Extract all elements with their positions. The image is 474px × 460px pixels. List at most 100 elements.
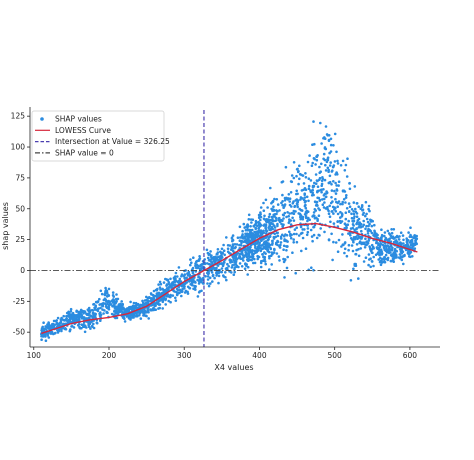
shap-point <box>352 267 355 271</box>
shap-point <box>344 196 348 199</box>
shap-point <box>307 199 310 203</box>
legend-box <box>31 110 165 162</box>
shap-point <box>134 304 138 308</box>
shap-point <box>94 304 97 307</box>
top-margin <box>0 0 474 102</box>
shap-point <box>283 203 287 206</box>
shap-point <box>309 228 313 232</box>
shap-point <box>304 172 307 175</box>
shap-point <box>335 184 338 187</box>
shap-point <box>303 204 307 208</box>
shap-point <box>291 216 294 220</box>
shap-point <box>384 253 388 257</box>
shap-point <box>92 303 95 306</box>
shap-point <box>328 204 332 208</box>
shap-point <box>271 252 274 256</box>
shap-point <box>246 223 249 226</box>
shap-point <box>230 266 234 269</box>
shap-point <box>181 285 185 288</box>
shap-point <box>328 215 332 218</box>
shap-point <box>249 218 253 221</box>
shap-point <box>336 212 340 216</box>
shap-point <box>244 232 247 236</box>
shap-point <box>245 255 249 259</box>
shap-point <box>284 165 288 169</box>
shap-point <box>238 243 241 247</box>
shap-point <box>349 279 353 282</box>
shap-point <box>254 222 258 225</box>
y-axis-label: shap values <box>1 202 10 250</box>
shap-point <box>258 222 262 225</box>
shap-point <box>312 120 315 123</box>
shap-point <box>271 241 274 245</box>
shap-point <box>178 280 182 283</box>
shap-point <box>345 175 349 178</box>
shap-point <box>209 282 212 285</box>
shap-point <box>256 257 260 261</box>
shap-point <box>104 303 108 306</box>
shap-point <box>341 202 344 206</box>
shap-point <box>47 326 50 330</box>
shap-point <box>184 282 187 285</box>
shap-point <box>337 200 341 203</box>
shap-point <box>273 248 276 252</box>
shap-point <box>303 213 307 216</box>
shap-point <box>348 181 351 185</box>
shap-point <box>248 251 251 254</box>
shap-point <box>151 293 155 297</box>
shap-point <box>182 274 186 278</box>
shap-point <box>296 167 299 171</box>
shap-point <box>128 305 131 309</box>
shap-point <box>285 266 289 270</box>
shap-point <box>174 299 178 302</box>
shap-point <box>310 164 314 167</box>
shap-point <box>59 318 63 321</box>
shap-point <box>392 240 396 244</box>
shap-point <box>392 254 396 257</box>
shap-point <box>49 326 52 330</box>
shap-point <box>275 198 279 201</box>
shap-point <box>322 152 326 156</box>
shap-point <box>201 279 204 282</box>
shap-point <box>285 215 288 219</box>
shap-point <box>189 263 192 267</box>
shap-point <box>295 232 298 236</box>
y-tick-label: 125 <box>11 112 26 121</box>
shap-point <box>238 262 242 265</box>
shap-point <box>211 273 215 277</box>
right-margin <box>443 102 474 377</box>
shap-point <box>340 215 344 218</box>
shap-point <box>289 234 292 237</box>
shap-point <box>317 214 321 217</box>
shap-point <box>394 253 398 256</box>
shap-point <box>228 244 232 247</box>
shap-point <box>40 334 43 338</box>
shap-point <box>280 180 284 184</box>
shap-point <box>304 176 308 179</box>
shap-point <box>313 157 316 161</box>
shap-point <box>336 250 340 253</box>
shap-point <box>309 179 313 182</box>
shap-point <box>242 259 245 262</box>
shap-point <box>231 234 235 237</box>
shap-point <box>222 274 225 277</box>
shap-point <box>387 245 391 248</box>
shap-point <box>299 225 303 229</box>
shap-point <box>107 308 111 311</box>
shap-point <box>166 293 170 296</box>
shap-point <box>292 241 296 244</box>
shap-point <box>303 196 307 199</box>
shap-point <box>211 280 214 283</box>
shap-point <box>334 210 338 213</box>
shap-point <box>144 314 147 317</box>
shap-point <box>197 282 201 285</box>
shap-point <box>71 312 75 316</box>
shap-point <box>387 238 391 241</box>
shap-point <box>53 332 56 335</box>
shap-point <box>326 166 330 170</box>
shap-point <box>297 212 301 215</box>
shap-point <box>340 220 344 223</box>
shap-point <box>167 299 170 303</box>
shap-point <box>334 181 337 185</box>
shap-point <box>260 259 263 263</box>
